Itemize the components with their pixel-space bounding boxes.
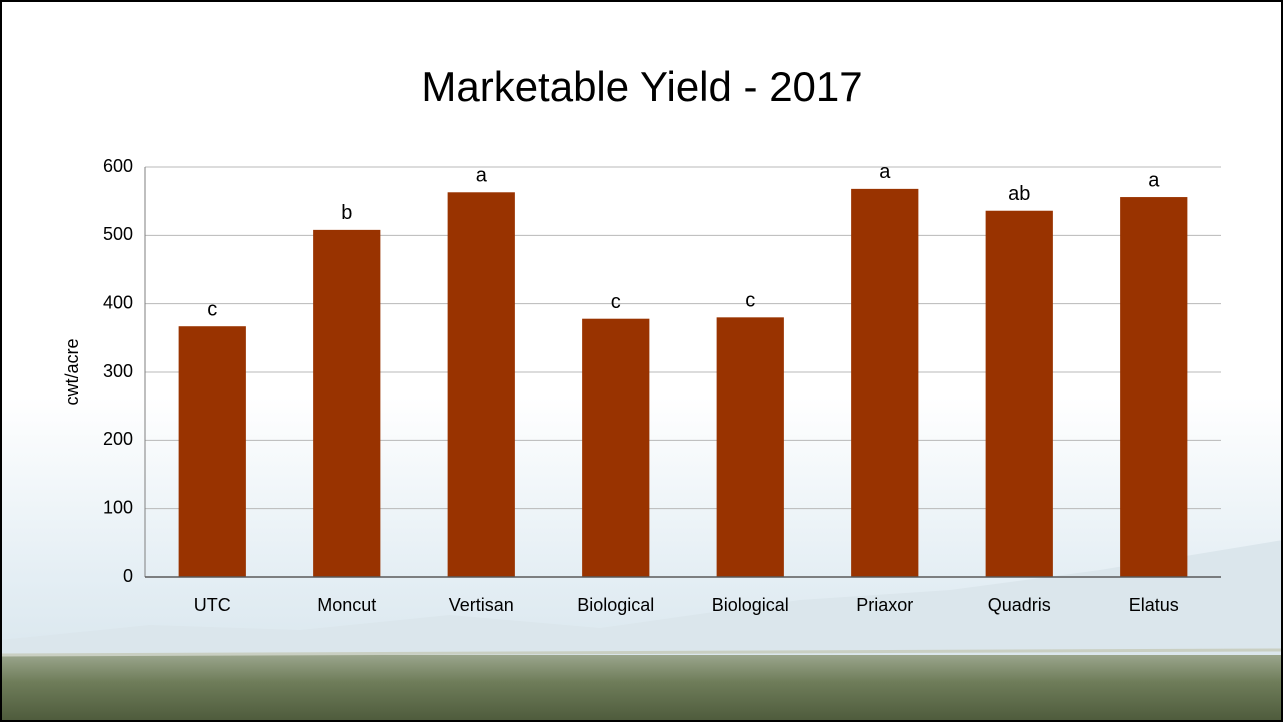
y-tick-label: 0	[123, 566, 133, 586]
y-tick-label: 100	[103, 497, 133, 517]
bar	[313, 229, 381, 577]
y-tick-label: 300	[103, 361, 133, 381]
bar	[178, 326, 246, 577]
bar	[582, 318, 650, 577]
y-tick-label: 200	[103, 429, 133, 449]
x-tick-label: Moncut	[317, 595, 376, 615]
x-tick-label: Priaxor	[856, 595, 913, 615]
x-tick-label: Quadris	[988, 595, 1051, 615]
y-tick-label: 500	[103, 224, 133, 244]
bar	[985, 210, 1053, 577]
x-tick-label: Vertisan	[449, 595, 514, 615]
field	[0, 655, 1283, 722]
y-tick-label: 600	[103, 156, 133, 176]
bar	[447, 192, 515, 578]
significance-letter: c	[611, 291, 621, 313]
x-tick-label: Biological	[577, 595, 654, 615]
irrigation-line	[0, 648, 1283, 657]
significance-letter: a	[879, 161, 891, 183]
significance-letter: ab	[1008, 183, 1030, 205]
significance-letter: b	[341, 202, 352, 224]
bar	[851, 188, 919, 577]
significance-letter: a	[1148, 169, 1160, 191]
y-axis-label: cwt/acre	[62, 338, 82, 405]
x-tick-label: Elatus	[1129, 595, 1179, 615]
bar	[1120, 197, 1188, 578]
chart-title: Marketable Yield - 2017	[421, 63, 862, 110]
bar	[716, 317, 784, 577]
mountains	[0, 540, 1283, 670]
significance-letter: a	[476, 165, 488, 187]
significance-letter: c	[745, 290, 755, 312]
significance-letter: c	[207, 298, 217, 320]
y-tick-label: 400	[103, 292, 133, 312]
x-tick-label: UTC	[194, 595, 231, 615]
x-tick-label: Biological	[712, 595, 789, 615]
